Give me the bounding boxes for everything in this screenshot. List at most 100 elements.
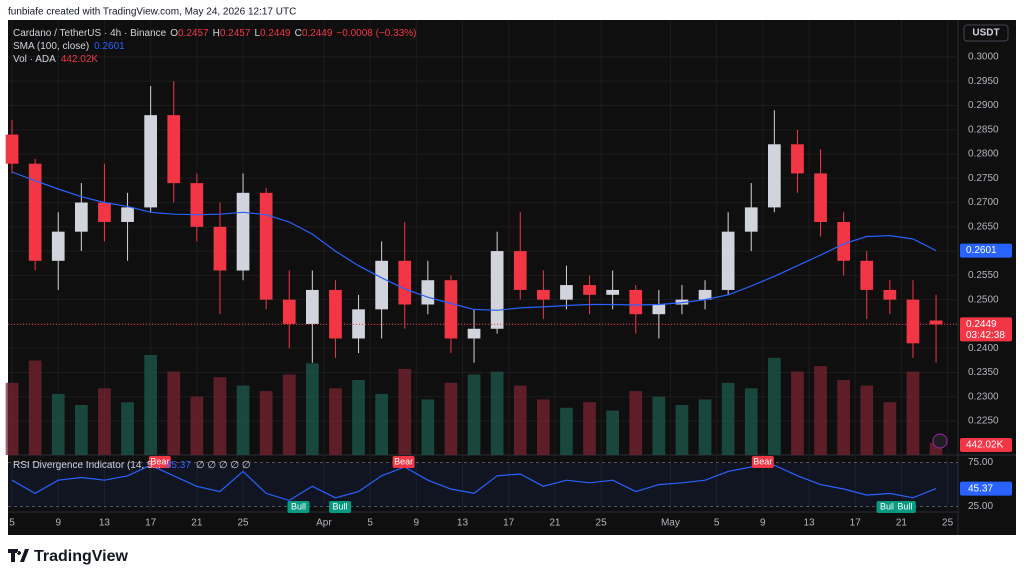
l-value: 0.2449 (260, 28, 291, 39)
x-tick-label: 9 (55, 518, 61, 529)
candle-body (74, 202, 88, 232)
h-label: H (213, 28, 220, 39)
x-tick-label: 21 (896, 518, 908, 529)
volume-bar (606, 410, 620, 455)
volume-bar (629, 391, 643, 455)
volume-bar (536, 399, 550, 455)
candle-body (814, 173, 827, 222)
rsi-tick-label: 25.00 (968, 501, 993, 512)
x-tick-label: 5 (367, 518, 373, 529)
header: funbiafe created with TradingView.com, M… (8, 7, 296, 18)
signal-label: Bull (291, 501, 306, 511)
candle-body (121, 207, 134, 222)
alert-icon[interactable] (932, 433, 948, 449)
candle-body (5, 134, 19, 164)
volume-bar (305, 363, 319, 455)
signal-label: Bear (753, 456, 772, 466)
volume-bar (791, 371, 804, 455)
volume-bar (768, 357, 781, 455)
volume-bar (490, 371, 504, 455)
volume-label-box (960, 438, 1012, 452)
candle-body (259, 192, 273, 300)
volume-bar (675, 405, 689, 455)
candle-body (98, 202, 111, 222)
candle-body (213, 226, 227, 271)
rsi-label: 45.37 (968, 483, 993, 494)
volume-bar (375, 393, 388, 455)
candle-body (467, 328, 481, 339)
legend-title: Cardano / TetherUS · 4h · Binance O0.2457… (13, 28, 416, 39)
volume-bar (144, 355, 157, 455)
volume-bar (883, 402, 897, 455)
volume-bar (167, 371, 181, 455)
rsi-band (8, 462, 958, 507)
volume-bar (98, 388, 111, 455)
candle-body (536, 289, 550, 300)
signal-box (876, 501, 899, 513)
x-tick-label: 13 (457, 518, 469, 529)
x-tick-label: 17 (145, 518, 157, 529)
x-tick-label: 25 (596, 518, 608, 529)
candle-body (768, 144, 781, 208)
countdown: 03:42:38 (966, 330, 1005, 341)
x-tick-label: 21 (549, 518, 561, 529)
y-tick-label: 0.2500 (968, 294, 999, 305)
candle-body (883, 289, 897, 300)
volume-bar (721, 382, 735, 455)
volume-label: 442.02K (966, 440, 1004, 451)
candle-body (860, 260, 874, 290)
volume-bar (906, 371, 920, 455)
sma-legend: SMA (100, close) 0.2601 (13, 41, 125, 52)
candle-body (190, 183, 204, 227)
price-label: 0.2449 (966, 319, 997, 330)
y-tick-label: 0.2700 (968, 197, 999, 208)
x-tick-label: 13 (803, 518, 815, 529)
candle-body (721, 231, 735, 290)
x-tick-label: 21 (191, 518, 203, 529)
x-tick-label: 13 (99, 518, 111, 529)
candle-body (629, 289, 643, 315)
candle-body (560, 285, 573, 300)
rsi-name: RSI Divergence Indicator (14, 5... (13, 460, 161, 471)
volume-bar (467, 374, 481, 455)
volume-bar (837, 380, 851, 455)
x-tick-label: 9 (760, 518, 766, 529)
volume-bar (190, 396, 204, 455)
c-value: 0.2449 (302, 28, 333, 39)
volume-bar (74, 405, 88, 455)
candle-body (906, 299, 920, 344)
candle-body (329, 289, 342, 339)
volume-bar (352, 380, 365, 455)
o-value: 0.2457 (178, 28, 209, 39)
candle-body (444, 280, 458, 339)
sma-name: SMA (100, close) (13, 41, 89, 52)
vol-legend: Vol · ADA 442.02K (13, 54, 98, 65)
y-tick-label: 0.2550 (968, 270, 999, 281)
y-tick-label: 0.2350 (968, 367, 999, 378)
rsi-value: 45.37 (166, 460, 191, 471)
signal-box (148, 456, 171, 468)
volume-bar (744, 388, 758, 455)
signal-label: Bear (394, 456, 413, 466)
volume-bar (814, 366, 827, 455)
price-label-box (960, 243, 1012, 258)
candle-body (583, 285, 596, 295)
y-tick-label: 0.3000 (968, 52, 999, 63)
signal-box (751, 456, 774, 468)
x-tick-label: 5 (9, 518, 15, 529)
y-tick-label: 0.2650 (968, 221, 999, 232)
x-tick-label: 17 (503, 518, 515, 529)
x-tick-label: 25 (237, 518, 249, 529)
rsi-tick-label: 75.00 (968, 457, 993, 468)
currency-button[interactable] (963, 24, 1009, 42)
y-tick-label: 0.2900 (968, 100, 999, 111)
candle-body (490, 251, 504, 329)
signal-box (287, 501, 310, 513)
volume-bar (51, 393, 65, 455)
o-label: O (170, 28, 178, 39)
sma-line (11, 171, 937, 311)
candle-body (421, 280, 435, 305)
candle-body (51, 231, 65, 261)
